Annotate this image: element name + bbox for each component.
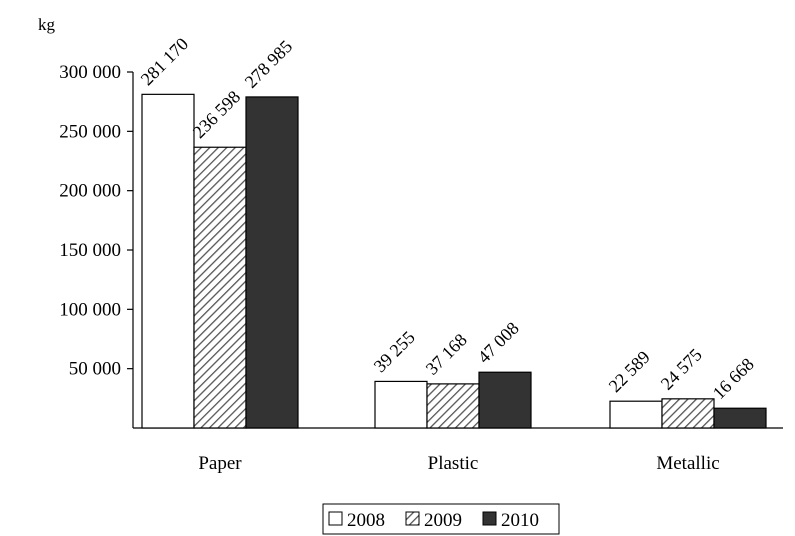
- data-label: 22 589: [605, 347, 654, 396]
- bar-plastic-2010: [478, 371, 532, 429]
- legend-label-2009: 2009: [424, 510, 462, 531]
- bar-paper-2008: [141, 93, 195, 429]
- legend-swatch-2009: [405, 511, 420, 526]
- bar-metallic-2008: [609, 400, 663, 429]
- legend-label-2008: 2008: [347, 510, 385, 531]
- data-label: 278 985: [241, 36, 297, 92]
- legend: 2008 2009 2010: [322, 503, 560, 535]
- bar-paper-2009: [193, 146, 247, 429]
- y-tick-label: 50 000: [69, 359, 121, 380]
- bar-metallic-2010: [713, 407, 767, 429]
- data-label: 24 575: [657, 345, 706, 394]
- bar-plastic-2008: [374, 380, 428, 429]
- category-labels: Paper Plastic Metallic: [198, 453, 719, 474]
- legend-box: [322, 503, 560, 535]
- y-tick-label: 250 000: [59, 121, 121, 142]
- legend-swatch-2010: [482, 511, 497, 526]
- category-label-metallic: Metallic: [656, 453, 719, 474]
- y-tick-label: 100 000: [59, 299, 121, 320]
- data-label: 37 168: [422, 330, 471, 379]
- y-tick-label: 300 000: [59, 62, 121, 83]
- category-label-plastic: Plastic: [428, 453, 479, 474]
- data-label: 39 255: [370, 327, 419, 376]
- category-label-paper: Paper: [198, 453, 242, 474]
- data-label: 281 170: [137, 34, 193, 90]
- data-label: 236 598: [189, 87, 245, 143]
- y-tick-label: 200 000: [59, 181, 121, 202]
- y-tick-label: 150 000: [59, 240, 121, 261]
- bar-paper-2010: [245, 96, 299, 429]
- legend-label-2010: 2010: [501, 510, 539, 531]
- bar-metallic-2009: [661, 398, 715, 429]
- y-axis-ticks: 50 000 100 000 150 000 200 000 250 000 300 00…: [59, 62, 133, 380]
- legend-swatch-2008: [328, 511, 343, 526]
- y-axis-unit-label: kg: [38, 15, 56, 34]
- data-label: 16 668: [709, 354, 758, 403]
- bar-plastic-2009: [426, 383, 480, 429]
- data-label: 47 008: [474, 318, 523, 367]
